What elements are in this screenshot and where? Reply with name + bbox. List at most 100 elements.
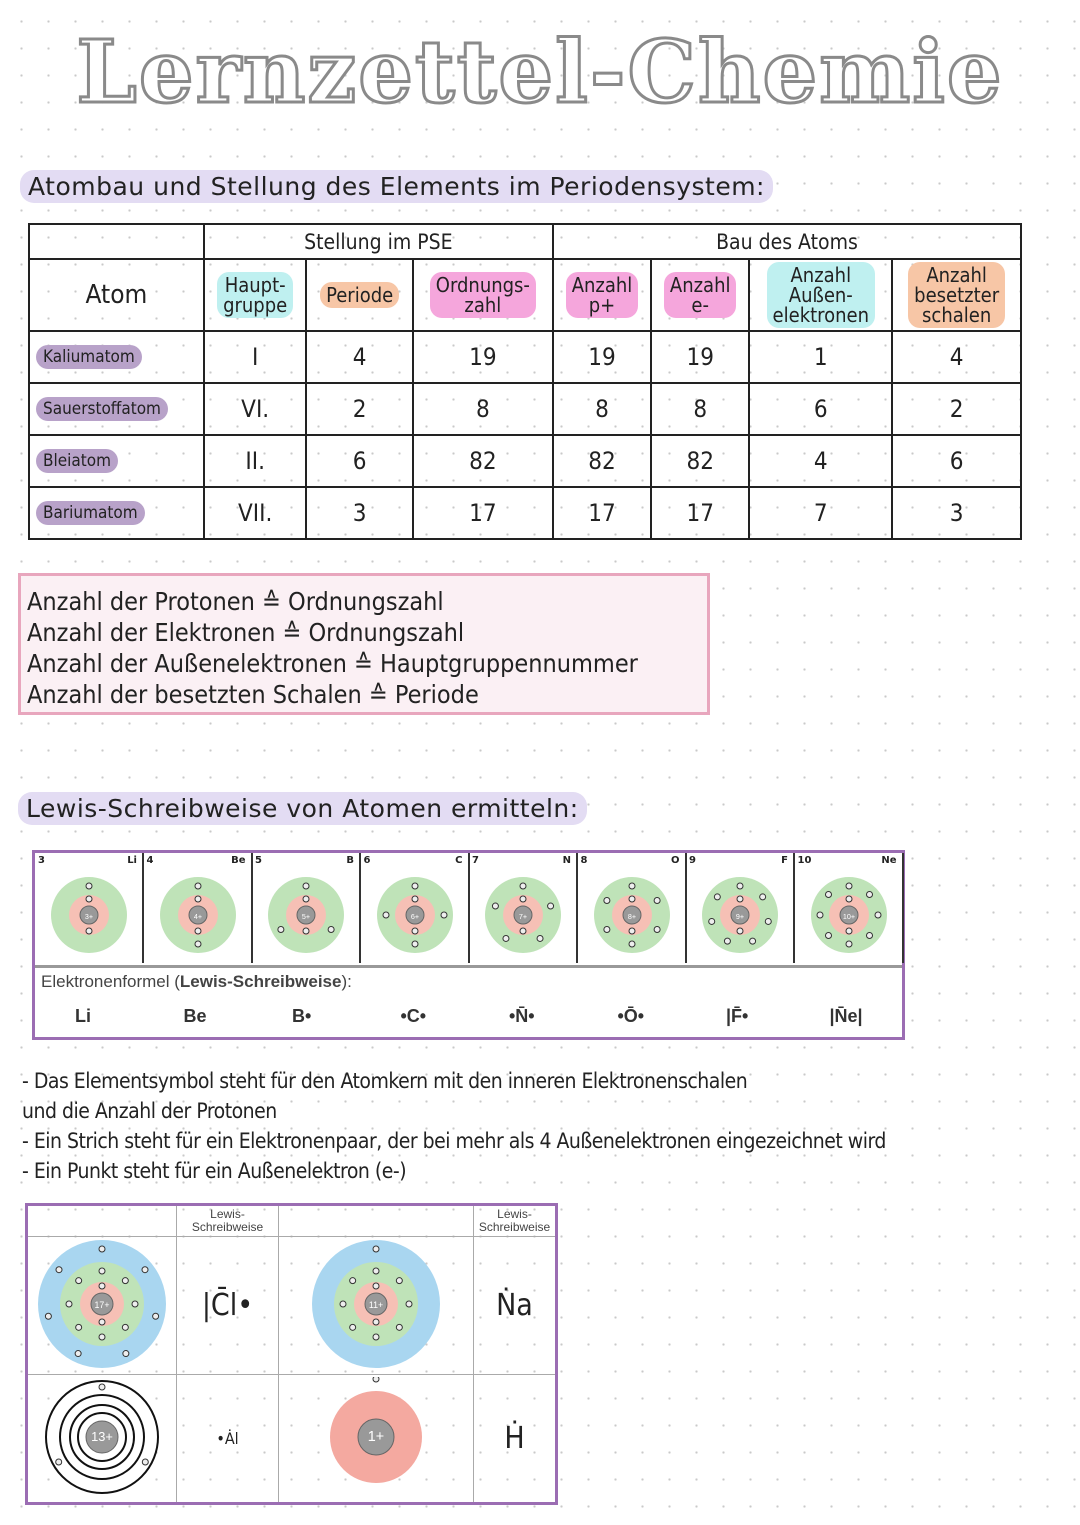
cell-value: 8: [595, 395, 609, 423]
element-symbol: N: [562, 855, 571, 866]
hydrogen-atom-model: 1+: [330, 1375, 422, 1483]
column-header: Anzahl Außen- elektronen: [766, 262, 876, 328]
svg-text:11+: 11+: [369, 1300, 383, 1310]
atom-model: 3+: [51, 877, 127, 953]
atomic-number: 5: [255, 855, 262, 866]
element-cell-f: 9 F 9+: [686, 853, 795, 963]
element-symbol: Li: [127, 855, 137, 866]
atomic-number: 9: [689, 855, 696, 866]
cell-value: 82: [686, 447, 714, 475]
element-symbol: B: [346, 855, 354, 866]
svg-text:10+: 10+: [842, 912, 854, 921]
cell-value: 19: [588, 343, 616, 371]
cell-value: 3: [949, 499, 964, 527]
rule-line: Anzahl der Elektronen ≙ Ordnungszahl: [27, 618, 465, 647]
lewis-header: Lewis- Schreibweise: [473, 1204, 557, 1237]
cell-value: 7: [813, 499, 828, 527]
atom-model: 4+: [159, 877, 236, 953]
cell-value: 4: [813, 447, 828, 475]
cell-value: 2: [949, 395, 964, 423]
rule-line: Anzahl der Außenelektronen ≙ Hauptgruppe…: [27, 649, 638, 678]
lewis-formula: |F̄•: [726, 1006, 749, 1026]
element-cell-ne: 10 Ne 10+: [795, 853, 904, 963]
atom-label: Bleiatom: [36, 449, 119, 473]
cell-value: 8: [475, 395, 490, 423]
element-cell-b: 5 B 5+: [252, 853, 361, 963]
formula-label: Elektronenformel (Lewis-Schreibweise):: [41, 972, 352, 991]
atomic-number: 6: [363, 855, 371, 866]
element-symbol: C: [455, 855, 463, 866]
atomic-number: 10: [797, 855, 812, 866]
cell-value: VII.: [237, 499, 273, 527]
atomic-number: 8: [580, 855, 588, 866]
element-cell-be: 4 Be 4+: [144, 853, 253, 963]
table-row: Kaliumatom I 4 19 19 19 1 4: [28, 330, 1022, 384]
lewis-formula: •Ō•: [617, 1006, 645, 1026]
svg-text:7+: 7+: [519, 912, 527, 921]
element-cell-c: 6 C 6+: [361, 853, 470, 963]
svg-text:17+: 17+: [95, 1300, 110, 1310]
svg-text:9+: 9+: [736, 912, 744, 921]
column-header: Anzahl p+: [565, 272, 639, 318]
cell-value: 82: [588, 447, 616, 475]
cell-value: 17: [469, 499, 497, 527]
section-heading-atombau: Atombau und Stellung des Elements im Per…: [20, 170, 773, 203]
group-header: Bau des Atoms: [551, 223, 1023, 260]
lewis-al: •Ȧl: [176, 1374, 279, 1504]
group-header: Stellung im PSE: [202, 223, 554, 260]
aluminium-atom-model: 13+: [45, 1379, 159, 1494]
svg-text:1+: 1+: [368, 1429, 384, 1445]
notes: - Das Elementsymbol steht für den Atomke…: [22, 1066, 886, 1186]
table-row: Sauerstoffatom VI. 2 8 8 8 6 2: [28, 382, 1022, 436]
page-title: Lernzettel-Chemie: [75, 21, 1004, 125]
lewis-cl: |C̄l•: [176, 1236, 279, 1375]
atom-label: Bariumatom: [36, 501, 145, 525]
atomic-number: 7: [472, 855, 479, 866]
svg-text:8+: 8+: [627, 912, 635, 921]
rule-line: Anzahl der besetzten Schalen ≙ Periode: [27, 680, 479, 709]
atom-model: 8+: [593, 877, 670, 953]
atom-model: 10+: [810, 877, 887, 953]
chlorine-atom-model: 17+: [38, 1239, 166, 1368]
table-row: Bleiatom II. 6 82 82 82 4 6: [28, 434, 1022, 488]
lewis-figure: 3 Li 3+ 4 Be 4+ 5 B 5+ 6 C 6+ 7 N 7+ 8 O 8+ 9 F 9+ 10 Ne 10+ El…: [32, 850, 905, 1040]
cell-value: I: [251, 343, 259, 371]
section-heading-lewis: Lewis-Schreibweise von Atomen ermitteln:: [18, 792, 587, 825]
cell-value: 4: [352, 343, 367, 371]
column-header: Atom: [85, 280, 148, 310]
column-header: Periode: [320, 282, 400, 308]
lewis-formula: Be: [183, 1006, 207, 1026]
atomic-number: 3: [38, 855, 45, 866]
rule-line: Anzahl der Protonen ≙ Ordnungszahl: [27, 587, 444, 616]
atom-model: 6+: [376, 877, 453, 953]
cell-value: 19: [686, 343, 714, 371]
rules-box: Anzahl der Protonen ≙ Ordnungszahl Anzah…: [18, 573, 710, 715]
svg-text:3+: 3+: [85, 912, 93, 921]
cell-value: 17: [588, 499, 616, 527]
atomic-number: 4: [146, 855, 154, 866]
lewis-formula: •N̄•: [509, 1006, 535, 1026]
cell-value: 6: [949, 447, 964, 475]
element-cell-o: 8 O 8+: [578, 853, 687, 963]
note-line: - Das Elementsymbol steht für den Atomke…: [22, 1069, 748, 1093]
cell-value: 6: [813, 395, 828, 423]
element-cell-li: 3 Li 3+: [35, 853, 144, 963]
cell-value: 82: [469, 447, 497, 475]
svg-text:4+: 4+: [193, 912, 201, 921]
sodium-atom-model: 11+: [312, 1239, 440, 1368]
element-symbol: Ne: [881, 855, 897, 866]
column-header: Ordnungs- zahl: [429, 272, 536, 318]
column-header: Anzahl e-: [663, 272, 737, 318]
examples-table: Lewis- Schreibweise Lewis- Schreibweise 1…: [25, 1203, 558, 1505]
cell-value: 4: [949, 343, 964, 371]
lewis-formula: •C•: [400, 1006, 427, 1026]
atom-model: 9+: [702, 877, 778, 953]
lewis-formula: B•: [292, 1006, 312, 1026]
element-cell-n: 7 N 7+: [469, 853, 578, 963]
atom-model: 7+: [485, 877, 561, 953]
pse-table: Stellung im PSE Bau des Atoms Atom Haupt- …: [28, 223, 1023, 540]
cell-value: II.: [245, 447, 265, 475]
lewis-formula: |N̄e|: [829, 1006, 863, 1026]
lewis-na: Ṅa: [473, 1236, 557, 1375]
cell-value: 1: [813, 343, 828, 371]
